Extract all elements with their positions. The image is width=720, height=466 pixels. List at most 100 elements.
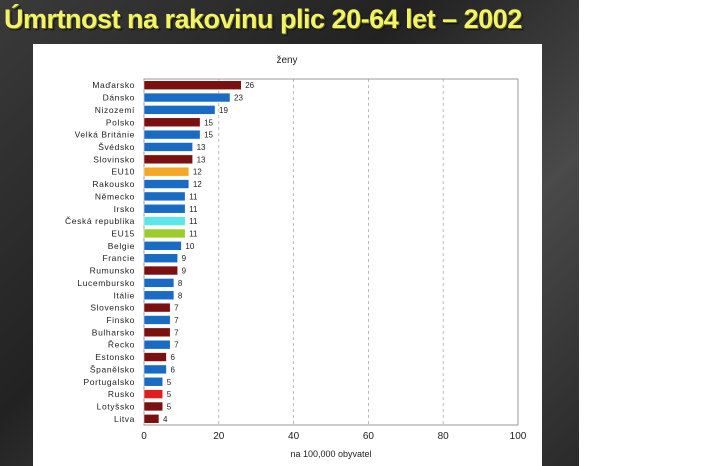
category-label: Lucembursko xyxy=(77,278,135,288)
chart-panel: ženy 26 23 19 15 15 13 13 12 12 11 11 11 11 10 9 9 8 8 7 7 7… xyxy=(33,44,542,466)
bar-value-label: 13 xyxy=(197,143,206,152)
bar-value-label: 7 xyxy=(174,341,179,350)
category-label: Belgie xyxy=(108,241,135,251)
bar-value-label: 6 xyxy=(170,353,175,362)
bar xyxy=(143,315,171,325)
category-label: Estonsko xyxy=(95,352,135,362)
bar-value-label: 8 xyxy=(178,291,183,300)
category-label: Slovinsko xyxy=(93,154,135,164)
bar-value-label: 7 xyxy=(174,304,179,313)
bar xyxy=(143,191,186,202)
bar-value-label: 9 xyxy=(182,254,187,263)
category-label: Rumunsko xyxy=(90,266,135,276)
grid-lines xyxy=(218,79,444,425)
category-label: Portugalsko xyxy=(84,377,136,387)
bar xyxy=(143,142,193,152)
category-label: Rakousko xyxy=(92,179,135,189)
bar-value-label: 7 xyxy=(174,328,179,337)
bar xyxy=(143,228,186,239)
bar-value-label: 7 xyxy=(174,316,179,325)
x-tick-label: 80 xyxy=(438,431,450,442)
bar-value-label: 15 xyxy=(204,131,213,140)
bar xyxy=(143,92,231,103)
category-label: EU15 xyxy=(111,228,135,238)
slide-title: Úmrtnost na rakovinu plic 20-64 let – 20… xyxy=(4,4,522,34)
plot-area xyxy=(143,78,519,426)
x-tick-label: 60 xyxy=(363,431,375,442)
x-tick-label: 40 xyxy=(288,431,300,442)
category-label: Bulharsko xyxy=(92,327,135,337)
x-tick-label: 20 xyxy=(213,431,225,442)
bar-value-label: 9 xyxy=(182,267,187,276)
bar xyxy=(143,302,171,313)
x-tick-label: 0 xyxy=(141,431,147,442)
category-label: Švédsko xyxy=(98,142,135,152)
category-label: Rusko xyxy=(108,389,135,399)
bar xyxy=(143,278,175,288)
category-label: Itálie xyxy=(113,290,135,300)
bar xyxy=(143,401,163,412)
bar xyxy=(143,352,167,362)
category-label: Německo xyxy=(95,191,135,201)
category-label: Irsko xyxy=(114,204,135,214)
category-label: Řecko xyxy=(108,340,135,350)
category-label: Slovensko xyxy=(90,303,135,313)
bar-value-label: 8 xyxy=(178,279,183,288)
bar xyxy=(143,389,163,399)
bar-value-label: 5 xyxy=(167,402,172,411)
bar xyxy=(143,265,178,276)
bar-value-label: 11 xyxy=(189,229,198,238)
category-label: Litva xyxy=(114,414,135,424)
bar xyxy=(143,339,171,350)
bar-value-label: 26 xyxy=(245,81,254,90)
category-label: Maďarsko xyxy=(92,80,135,90)
category-label: Lotyšsko xyxy=(97,401,135,411)
bar xyxy=(143,154,193,165)
bar-value-label: 11 xyxy=(189,192,198,201)
bar xyxy=(143,166,190,177)
category-label: Dánsko xyxy=(103,93,135,103)
bar-value-label: 13 xyxy=(197,155,206,164)
bar xyxy=(143,204,186,214)
bar xyxy=(143,377,163,387)
category-label: Polsko xyxy=(106,117,135,127)
x-tick-label: 100 xyxy=(510,431,527,442)
bar xyxy=(143,105,216,115)
bar xyxy=(143,241,182,251)
bar xyxy=(143,364,167,375)
bar xyxy=(143,80,242,90)
bar-value-label: 12 xyxy=(193,180,202,189)
x-axis-label: na 100,000 obyvatel xyxy=(290,449,371,459)
category-label: Česká republika xyxy=(65,216,135,226)
bar-value-label: 10 xyxy=(185,242,194,251)
bar xyxy=(143,179,190,189)
category-label: Velká Británie xyxy=(75,130,135,140)
bar-value-label: 4 xyxy=(163,415,168,424)
bar xyxy=(143,327,171,338)
x-axis-ticks: 0 20 40 60 80 100 xyxy=(141,431,527,442)
category-label: Finsko xyxy=(106,315,135,325)
bar-value-label: 6 xyxy=(170,365,175,374)
bar-value-label: 5 xyxy=(167,378,172,387)
bar-value-label: 19 xyxy=(219,106,228,115)
bar-value-label: 11 xyxy=(189,205,198,214)
chart-title: ženy xyxy=(276,55,297,66)
category-label: Nizozemí xyxy=(95,105,135,115)
bar xyxy=(143,414,160,424)
bar xyxy=(143,117,201,127)
bar-value-label: 12 xyxy=(193,168,202,177)
bar xyxy=(143,129,201,140)
bar xyxy=(143,290,175,300)
category-labels: Maďarsko Dánsko Nizozemí Polsko Velká Britán… xyxy=(65,80,136,424)
bar xyxy=(143,253,178,263)
bar xyxy=(143,216,186,226)
category-label: Španělsko xyxy=(90,364,135,374)
category-label: EU10 xyxy=(111,167,135,177)
bar-value-label: 23 xyxy=(234,94,243,103)
category-label: Francie xyxy=(102,253,135,263)
bar-value-label: 11 xyxy=(189,217,198,226)
bar-value-label: 5 xyxy=(167,390,172,399)
bar-value-label: 15 xyxy=(204,118,213,127)
